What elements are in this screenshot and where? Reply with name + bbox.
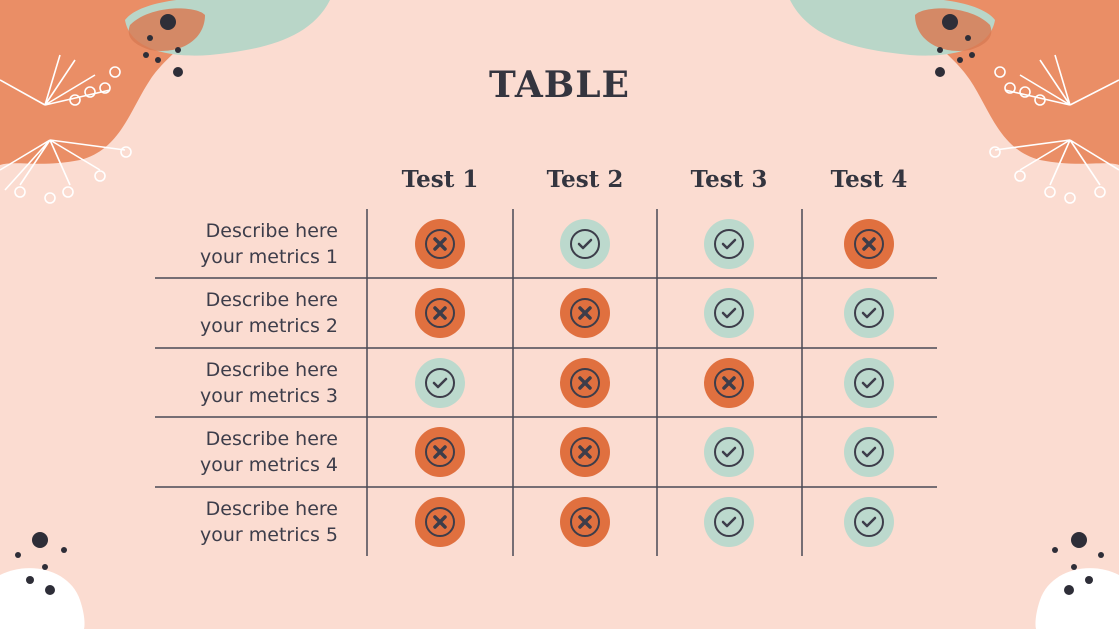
cross-icon bbox=[415, 427, 465, 477]
check-icon bbox=[844, 427, 894, 477]
check-icon bbox=[844, 288, 894, 338]
row-label: Describe here your metrics 1 bbox=[160, 209, 338, 278]
slide-title: TABLE bbox=[489, 64, 630, 106]
row-label-text: Describe here your metrics 3 bbox=[200, 358, 338, 407]
check-icon bbox=[844, 497, 894, 547]
cross-icon bbox=[560, 358, 610, 408]
cross-icon bbox=[415, 497, 465, 547]
row-label: Describe here your metrics 3 bbox=[160, 348, 338, 417]
column-header: Test 1 bbox=[401, 166, 479, 193]
row-label: Describe here your metrics 4 bbox=[160, 417, 338, 486]
check-icon bbox=[844, 358, 894, 408]
cross-icon bbox=[560, 497, 610, 547]
check-icon bbox=[704, 427, 754, 477]
cross-icon bbox=[844, 219, 894, 269]
row-label-text: Describe here your metrics 2 bbox=[200, 288, 338, 337]
column-header: Test 2 bbox=[546, 166, 624, 193]
cross-icon bbox=[560, 288, 610, 338]
cross-icon bbox=[415, 219, 465, 269]
column-header: Test 4 bbox=[830, 166, 908, 193]
row-label: Describe here your metrics 2 bbox=[160, 278, 338, 347]
cross-icon bbox=[415, 288, 465, 338]
row-label-text: Describe here your metrics 1 bbox=[200, 219, 338, 268]
check-icon bbox=[415, 358, 465, 408]
row-label-text: Describe here your metrics 4 bbox=[200, 427, 338, 476]
cross-icon bbox=[560, 427, 610, 477]
row-label-text: Describe here your metrics 5 bbox=[200, 497, 338, 546]
table-grid bbox=[155, 209, 937, 556]
row-label: Describe here your metrics 5 bbox=[160, 487, 338, 556]
cross-icon bbox=[704, 358, 754, 408]
column-header: Test 3 bbox=[690, 166, 768, 193]
check-icon bbox=[704, 219, 754, 269]
check-icon bbox=[560, 219, 610, 269]
check-icon bbox=[704, 288, 754, 338]
check-icon bbox=[704, 497, 754, 547]
